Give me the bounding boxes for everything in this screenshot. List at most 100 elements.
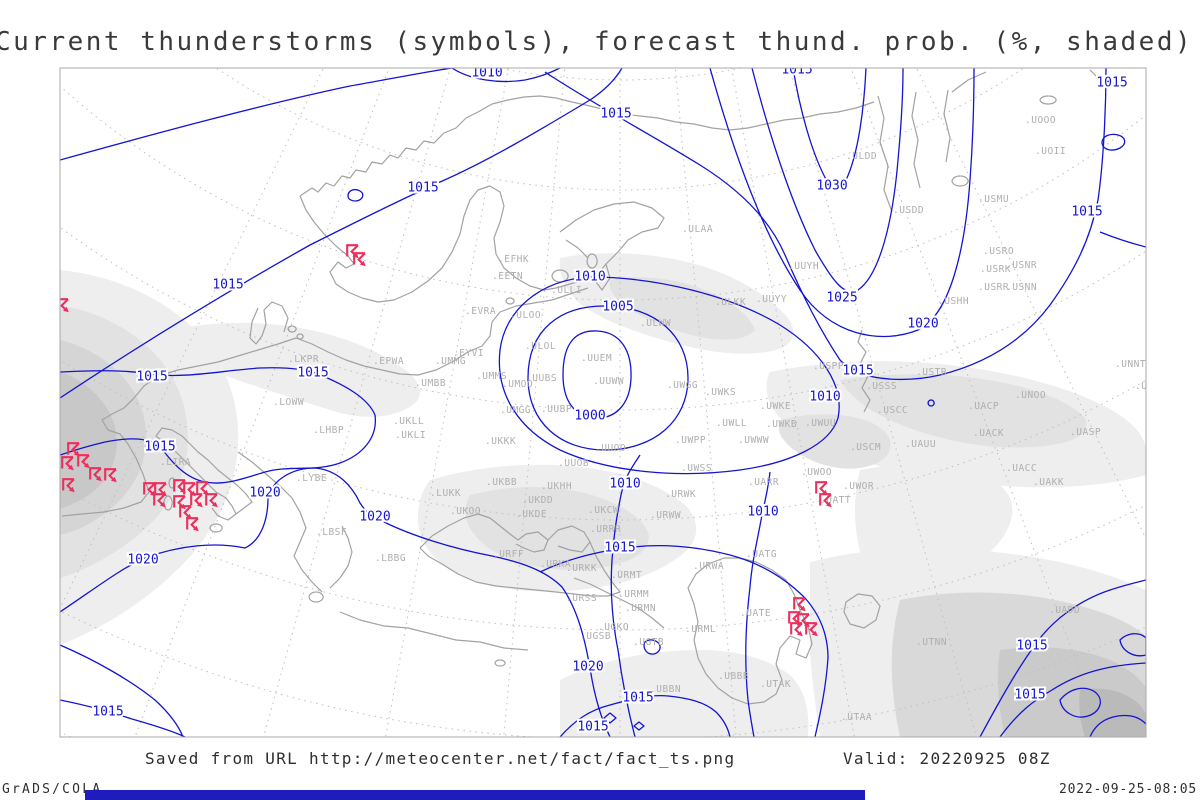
station-label: .UWLL — [716, 418, 747, 429]
station-label: .UASP — [1070, 427, 1101, 438]
isobar-label: 1005 — [602, 300, 633, 315]
isobar-label: 1020 — [572, 660, 603, 675]
station-label: .USCM — [850, 442, 881, 453]
station-label: .URSS — [566, 593, 597, 604]
station-label: .UWUU — [805, 418, 836, 429]
station-label: .UTNN — [916, 637, 947, 648]
station-label: .UAKK — [1033, 477, 1064, 488]
station-label: .UWKE — [760, 401, 791, 412]
isobar-label: 1020 — [907, 317, 938, 332]
thunderstorm-symbol — [186, 517, 199, 532]
thunderstorm-symbol — [805, 622, 818, 637]
station-label: .UARR — [748, 477, 779, 488]
station-label: .UUBS — [526, 373, 557, 384]
isobar-label: 1015 — [842, 364, 873, 379]
station-label: .UWPP — [675, 435, 706, 446]
isobar-label: 1015 — [1014, 688, 1045, 703]
station-label: .URWA — [693, 561, 724, 572]
station-label: .UKDE — [516, 509, 547, 520]
station-label: .UNBB — [1135, 381, 1166, 392]
stations-layer: .EFHK .EETN .ULLI .EVRA .ULOO .EYVI .ULOL .UUEM… — [160, 115, 1166, 723]
thunderstorm-symbol — [77, 454, 90, 469]
station-label: .UKCW — [588, 505, 619, 516]
isobar-labels-layer: 1010101510151015101510301025102010151015… — [90, 63, 1129, 737]
isobar-label: 1000 — [574, 409, 605, 424]
station-label: .UNNT — [1115, 359, 1146, 370]
station-label: .UUYY — [756, 294, 787, 305]
thunderstorm-symbol — [153, 493, 166, 508]
station-label: .UTAA — [841, 712, 872, 723]
station-label: .URMN — [625, 603, 656, 614]
thunderstorm-symbol — [60, 298, 69, 313]
isobar-label: 1015 — [604, 541, 635, 556]
station-label: .UOOO — [1025, 115, 1056, 126]
station-label: .ULWW — [640, 318, 671, 329]
station-label: .UWKS — [705, 387, 736, 398]
station-label: .UUOO — [595, 443, 626, 454]
thunderstorm-symbol — [62, 478, 75, 493]
station-label: .UGKO — [598, 622, 629, 633]
thunderstorm-symbol — [89, 467, 102, 482]
station-label: .UBBN — [650, 684, 681, 695]
isobar-label: 1010 — [609, 477, 640, 492]
saved-url-text: Saved from URL http://meteocenter.net/fa… — [145, 749, 736, 768]
station-label: .EVRA — [465, 306, 496, 317]
isobar-label: 1015 — [781, 63, 812, 78]
station-label: .UACC — [1006, 463, 1037, 474]
station-label: .UMOO — [502, 379, 533, 390]
isobar-label: 1015 — [1096, 76, 1127, 91]
station-label: .EPWA — [373, 356, 404, 367]
station-label: .ULOO — [510, 310, 541, 321]
station-label: .EYVI — [453, 348, 484, 359]
isobar-label: 1015 — [136, 370, 167, 385]
station-label: .LOWW — [273, 397, 304, 408]
station-label: .ULLI — [551, 285, 582, 296]
isobar-label: 1015 — [600, 107, 631, 122]
station-label: .UGSB — [580, 631, 611, 642]
station-label: .UWOR — [843, 481, 874, 492]
station-label: .URWW — [650, 510, 681, 521]
station-label: .EETN — [492, 271, 523, 282]
grads-credit: GrADS/COLA — [2, 782, 103, 797]
coastlines-layer — [61, 69, 1125, 705]
isobar-label: 1015 — [1071, 205, 1102, 220]
thunderstorm-symbol — [353, 252, 366, 267]
isobar-label: 1015 — [622, 691, 653, 706]
station-label: .USNN — [1006, 282, 1037, 293]
station-label: .UMMS — [476, 371, 507, 382]
thunderstorm-symbols-layer — [60, 244, 832, 637]
station-label: .UACP — [968, 401, 999, 412]
station-label: .EFHK — [498, 254, 529, 265]
thunderstorm-symbol — [205, 493, 218, 508]
isobar-label: 1020 — [249, 486, 280, 501]
station-label: .UKLI — [395, 430, 426, 441]
isobar-label: 1015 — [1016, 639, 1047, 654]
station-label: .UUBP — [541, 404, 572, 415]
station-label: .URMM — [618, 589, 649, 600]
station-label: .LBSF — [316, 527, 347, 538]
station-label: .UKBB — [486, 477, 517, 488]
station-label: .LIRA — [160, 457, 191, 468]
station-label: .LBBG — [375, 553, 406, 564]
station-label: .UUWW — [593, 376, 624, 387]
station-label: .UKLL — [393, 416, 424, 427]
station-label: .UWGG — [667, 380, 698, 391]
probability-shading-layer — [60, 253, 1146, 737]
station-label: .UKHH — [541, 481, 572, 492]
station-label: .UADD — [1049, 605, 1080, 616]
isobar-label: 1015 — [212, 278, 243, 293]
station-label: .UUYH — [788, 261, 819, 272]
station-label: .UKDD — [522, 495, 553, 506]
station-label: .UGTB — [633, 637, 664, 648]
station-label: .UNOO — [1015, 390, 1046, 401]
station-label: .UMGG — [500, 405, 531, 416]
station-label: .USRO — [983, 246, 1014, 257]
station-label: .UATG — [746, 549, 777, 560]
station-label: .UWKB — [766, 419, 797, 430]
station-label: .ULOL — [525, 341, 556, 352]
station-label: .UATT — [820, 495, 851, 506]
isobar-label: 1020 — [127, 553, 158, 568]
isobars-layer — [60, 68, 1146, 737]
